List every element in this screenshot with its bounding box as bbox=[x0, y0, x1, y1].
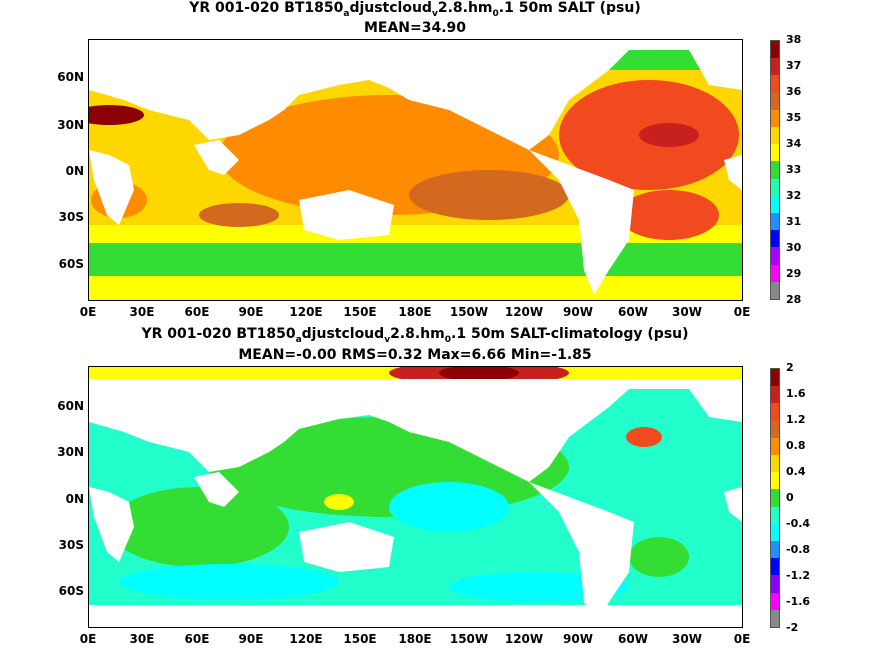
colorbar-label: 29 bbox=[786, 267, 802, 280]
colorbar-segment bbox=[771, 195, 779, 214]
panel2-title: YR 001-020 BT1850adjustcloudv2.8.hm0.1 5… bbox=[141, 326, 689, 345]
lon-label: 180E bbox=[398, 305, 432, 319]
colorbar-segment bbox=[771, 178, 779, 197]
salinity-map bbox=[88, 39, 743, 301]
lat-label: 30N bbox=[57, 445, 84, 459]
lon-label: 120E bbox=[289, 632, 323, 646]
colorbar-segment bbox=[771, 213, 779, 231]
colorbar-label: -0.4 bbox=[786, 517, 811, 530]
colorbar-label: 1.2 bbox=[786, 413, 806, 426]
lon-label: 150W bbox=[449, 632, 489, 646]
lon-label: 30E bbox=[129, 305, 155, 319]
colorbar-segment bbox=[771, 58, 779, 76]
lon-label: 0E bbox=[733, 632, 751, 646]
lon-label: 120W bbox=[504, 632, 544, 646]
colorbar-segment bbox=[771, 75, 779, 94]
colorbar-label: 33 bbox=[786, 163, 802, 176]
colorbar-segment bbox=[771, 592, 779, 611]
panel2-subtitle: MEAN=-0.00 RMS=0.32 Max=6.66 Min=-1.85 bbox=[238, 347, 592, 363]
salinity-anomaly-map bbox=[88, 366, 743, 628]
colorbar-segment bbox=[771, 127, 779, 145]
lon-label: 90W bbox=[563, 632, 593, 646]
colorbar-label: 0 bbox=[786, 491, 794, 504]
colorbar-segment bbox=[771, 420, 779, 439]
lon-label: 150E bbox=[343, 305, 377, 319]
colorbar-label: 28 bbox=[786, 293, 802, 306]
colorbar-segment bbox=[771, 41, 779, 59]
colorbar-segment bbox=[771, 437, 779, 456]
colorbar-label: 30 bbox=[786, 241, 802, 254]
lon-label: 90E bbox=[238, 305, 264, 319]
lat-label: 30S bbox=[58, 210, 84, 224]
colorbar-label: 0.4 bbox=[786, 465, 806, 478]
lat-label: 60N bbox=[57, 399, 84, 413]
lat-label: 60S bbox=[58, 584, 84, 598]
colorbar-segment bbox=[771, 489, 779, 508]
lon-label: 120E bbox=[289, 305, 323, 319]
colorbar-segment bbox=[771, 161, 779, 180]
colorbar-segment bbox=[771, 281, 779, 300]
colorbar-segment bbox=[771, 369, 779, 387]
colorbar-label: -0.8 bbox=[786, 543, 811, 556]
colorbar-segment bbox=[771, 230, 779, 248]
colorbar-label: 1.6 bbox=[786, 387, 806, 400]
lat-label: 60S bbox=[58, 257, 84, 271]
colorbar-segment bbox=[771, 403, 779, 422]
colorbar-segment bbox=[771, 472, 779, 490]
colorbar-label: -1.6 bbox=[786, 595, 811, 608]
lon-label: 150E bbox=[343, 632, 377, 646]
colorbar-label: 31 bbox=[786, 215, 802, 228]
colorbar-segment bbox=[771, 109, 779, 128]
colorbar-label: 32 bbox=[786, 189, 802, 202]
colorbar-segment bbox=[771, 609, 779, 628]
lon-label: 60E bbox=[184, 305, 210, 319]
lon-label: 90W bbox=[563, 305, 593, 319]
lon-label: 90E bbox=[238, 632, 264, 646]
colorbar-label: 34 bbox=[786, 137, 802, 150]
colorbar-label: 37 bbox=[786, 59, 802, 72]
colorbar-label: -2 bbox=[786, 621, 799, 634]
colorbar-salt bbox=[770, 40, 780, 300]
colorbar-segment bbox=[771, 558, 779, 576]
lat-label: 30N bbox=[57, 118, 84, 132]
colorbar-label: 0.8 bbox=[786, 439, 806, 452]
colorbar-segment bbox=[771, 92, 779, 111]
colorbar-segment bbox=[771, 144, 779, 162]
colorbar-label: 2 bbox=[786, 361, 794, 374]
lon-label: 60W bbox=[618, 305, 648, 319]
colorbar-segment bbox=[771, 455, 779, 473]
lon-label: 180E bbox=[398, 632, 432, 646]
colorbar-salt-anomaly bbox=[770, 368, 780, 628]
lon-label: 0E bbox=[79, 305, 97, 319]
panel1-title: YR 001-020 BT1850adjustcloudv2.8.hm0.1 5… bbox=[189, 0, 641, 19]
colorbar-segment bbox=[771, 506, 779, 525]
colorbar-label: 35 bbox=[786, 111, 802, 124]
panel1-subtitle: MEAN=34.90 bbox=[363, 20, 467, 36]
lat-label: 60N bbox=[57, 70, 84, 84]
lat-label: 0N bbox=[65, 492, 84, 506]
colorbar-label: -1.2 bbox=[786, 569, 811, 582]
lon-label: 0E bbox=[733, 305, 751, 319]
colorbar-segment bbox=[771, 575, 779, 594]
lon-label: 0E bbox=[79, 632, 97, 646]
colorbar-segment bbox=[771, 386, 779, 404]
lon-label: 150W bbox=[449, 305, 489, 319]
lon-label: 120W bbox=[504, 305, 544, 319]
lon-label: 30W bbox=[672, 305, 702, 319]
lon-label: 30E bbox=[129, 632, 155, 646]
colorbar-segment bbox=[771, 523, 779, 542]
colorbar-label: 36 bbox=[786, 85, 802, 98]
colorbar-segment bbox=[771, 264, 779, 283]
colorbar-segment bbox=[771, 541, 779, 559]
lon-label: 60W bbox=[618, 632, 648, 646]
lon-label: 60E bbox=[184, 632, 210, 646]
lat-label: 0N bbox=[65, 164, 84, 178]
lon-label: 30W bbox=[672, 632, 702, 646]
colorbar-segment bbox=[771, 247, 779, 266]
lat-label: 30S bbox=[58, 538, 84, 552]
colorbar-label: 38 bbox=[786, 33, 802, 46]
